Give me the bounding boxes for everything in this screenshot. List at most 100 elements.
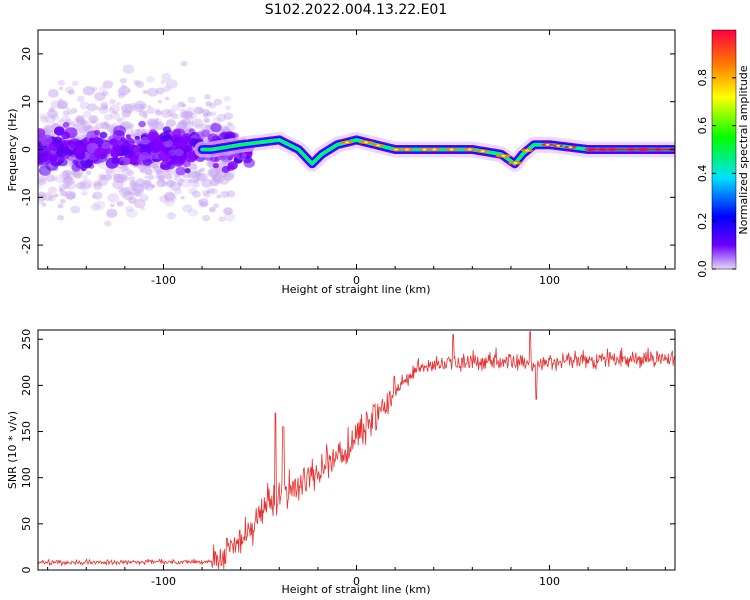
- noise-speckle: [100, 101, 109, 108]
- noise-speckle: [199, 200, 209, 208]
- colorbar-label: Normalized spectral amplitude: [737, 65, 750, 234]
- noise-speckle: [48, 107, 55, 113]
- noise-speckle: [92, 191, 103, 200]
- noise-speckle: [56, 100, 69, 110]
- noise-speckle: [123, 125, 134, 134]
- noise-speckle: [210, 111, 217, 117]
- noise-speckle: [102, 80, 114, 89]
- noise-speckle: [107, 107, 115, 114]
- heatmap-ytick-label: 0: [20, 146, 33, 153]
- noise-speckle: [180, 196, 185, 200]
- noise-blob: [75, 151, 86, 160]
- noise-speckle: [226, 121, 233, 127]
- noise-speckle: [198, 168, 203, 173]
- noise-speckle: [144, 168, 153, 176]
- noise-speckle: [45, 174, 56, 182]
- noise-blob: [109, 147, 122, 157]
- noise-speckle: [48, 186, 57, 194]
- noise-speckle: [119, 77, 127, 84]
- noise-speckle: [184, 121, 194, 130]
- noise-speckle: [99, 121, 110, 130]
- noise-speckle: [206, 189, 211, 194]
- noise-blob: [68, 138, 82, 149]
- noise-speckle: [211, 179, 220, 187]
- noise-speckle: [117, 92, 126, 99]
- heatmap-xtick-label: 0: [353, 274, 360, 287]
- noise-speckle: [197, 108, 204, 114]
- noise-speckle: [213, 98, 223, 106]
- noise-speckle: [141, 179, 152, 188]
- noise-speckle: [135, 177, 145, 185]
- noise-speckle: [147, 87, 159, 97]
- noise-speckle: [144, 168, 153, 176]
- noise-speckle: [177, 182, 183, 187]
- noise-speckle: [97, 160, 109, 170]
- noise-speckle: [218, 216, 226, 222]
- snr-ytick-label: 50: [20, 517, 33, 531]
- noise-speckle: [211, 176, 217, 181]
- noise-speckle: [75, 115, 86, 124]
- noise-speckle: [82, 125, 91, 132]
- noise-speckle: [209, 178, 220, 187]
- noise-blob: [113, 125, 126, 137]
- noise-speckle: [70, 108, 78, 114]
- noise-blob: [159, 131, 171, 142]
- snr-ytick-label: 200: [20, 375, 33, 396]
- noise-speckle: [201, 214, 211, 222]
- noise-speckle: [47, 89, 59, 98]
- noise-speckle: [156, 179, 167, 188]
- noise-speckle: [38, 175, 47, 184]
- noise-speckle: [113, 173, 122, 180]
- noise-speckle: [93, 200, 106, 210]
- noise-speckle: [189, 112, 197, 119]
- noise-speckle: [150, 184, 156, 189]
- noise-speckle: [104, 113, 113, 121]
- noise-speckle: [57, 79, 66, 86]
- noise-speckle: [214, 178, 222, 185]
- noise-speckle: [120, 103, 133, 114]
- noise-blob: [109, 138, 118, 146]
- noise-speckle: [157, 174, 166, 181]
- noise-speckle: [79, 101, 90, 110]
- heatmap-ytick-label: 20: [20, 47, 33, 61]
- noise-speckle: [50, 113, 60, 121]
- noise-speckle: [38, 196, 45, 204]
- ridge-hotspot-core: [364, 141, 369, 144]
- noise-speckle: [65, 86, 74, 94]
- noise-speckle: [159, 195, 169, 203]
- noise-speckle: [109, 104, 121, 113]
- snr-ytick-label: 150: [20, 421, 33, 442]
- noise-blob: [77, 140, 84, 146]
- noise-speckle: [147, 105, 152, 109]
- noise-speckle: [135, 128, 142, 134]
- noise-blob: [60, 146, 70, 154]
- figure-title: S102.2022.004.13.22.E01: [265, 2, 448, 18]
- noise-speckle: [135, 179, 146, 188]
- noise-blob: [148, 129, 158, 138]
- noise-speckle: [203, 117, 211, 123]
- noise-speckle: [109, 98, 116, 105]
- snr-xtick-label: -100: [151, 575, 176, 588]
- noise-speckle: [131, 128, 143, 138]
- noise-speckle: [200, 167, 206, 172]
- snr-xtick-label: 100: [539, 575, 560, 588]
- noise-speckle: [117, 186, 125, 193]
- noise-speckle: [38, 182, 43, 190]
- noise-speckle: [98, 86, 107, 92]
- noise-speckle: [155, 168, 163, 175]
- noise-speckle: [58, 86, 64, 91]
- noise-speckle: [81, 190, 88, 196]
- noise-speckle: [187, 170, 197, 179]
- ridge-hotspot-core: [480, 150, 485, 153]
- noise-speckle: [116, 200, 124, 207]
- noise-speckle: [135, 80, 145, 89]
- noise-speckle: [198, 198, 209, 207]
- noise-speckle: [153, 121, 165, 131]
- noise-speckle: [181, 178, 193, 188]
- noise-blob: [184, 168, 191, 174]
- noise-speckle: [75, 115, 84, 122]
- noise-speckle: [147, 174, 155, 180]
- noise-speckle: [187, 208, 199, 217]
- noise-blob: [138, 120, 146, 128]
